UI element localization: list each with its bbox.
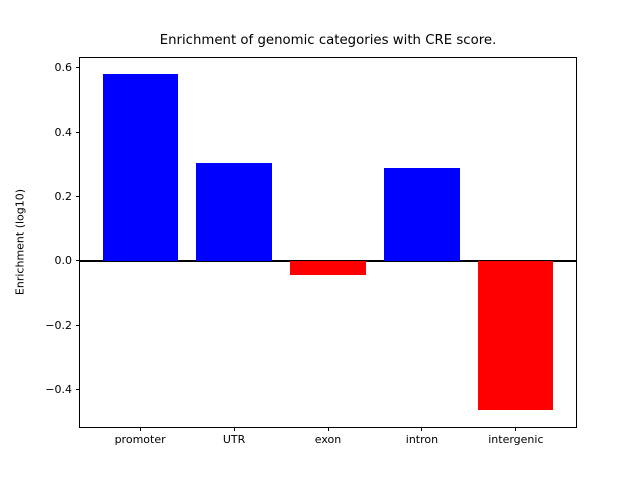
bar-UTR (196, 162, 272, 261)
bar-promoter (102, 74, 178, 261)
y-tick-mark (76, 196, 80, 198)
y-tick-label: −0.2 (45, 318, 72, 332)
x-tick-label-UTR: UTR (222, 432, 246, 446)
x-tick-mark (515, 427, 517, 432)
plot-area (79, 56, 577, 429)
y-tick-mark (76, 260, 80, 262)
y-tick-mark (76, 389, 80, 391)
x-tick-label-promoter: promoter (114, 432, 166, 446)
y-tick-label: 0.2 (54, 190, 73, 204)
x-tick-mark (233, 427, 235, 432)
y-tick-label: 0.0 (54, 254, 73, 268)
bar-exon (290, 260, 366, 276)
x-tick-label-intron: intron (405, 432, 439, 446)
y-tick-label: 0.4 (54, 125, 73, 139)
y-tick-label: −0.4 (45, 383, 72, 397)
y-tick-mark (76, 67, 80, 69)
y-tick-label: 0.6 (54, 61, 73, 75)
chart-title: Enrichment of genomic categories with CR… (159, 33, 497, 48)
y-tick-mark (76, 324, 80, 326)
x-tick-label-exon: exon (314, 432, 342, 446)
x-tick-label-intergenic: intergenic (488, 432, 544, 446)
bar-intron (384, 167, 460, 261)
bar-intergenic (478, 260, 554, 411)
y-axis-label: Enrichment (log10) (13, 188, 27, 296)
y-tick-mark (76, 131, 80, 133)
x-tick-mark (139, 427, 141, 432)
x-tick-mark (421, 427, 423, 432)
x-tick-mark (327, 427, 329, 432)
